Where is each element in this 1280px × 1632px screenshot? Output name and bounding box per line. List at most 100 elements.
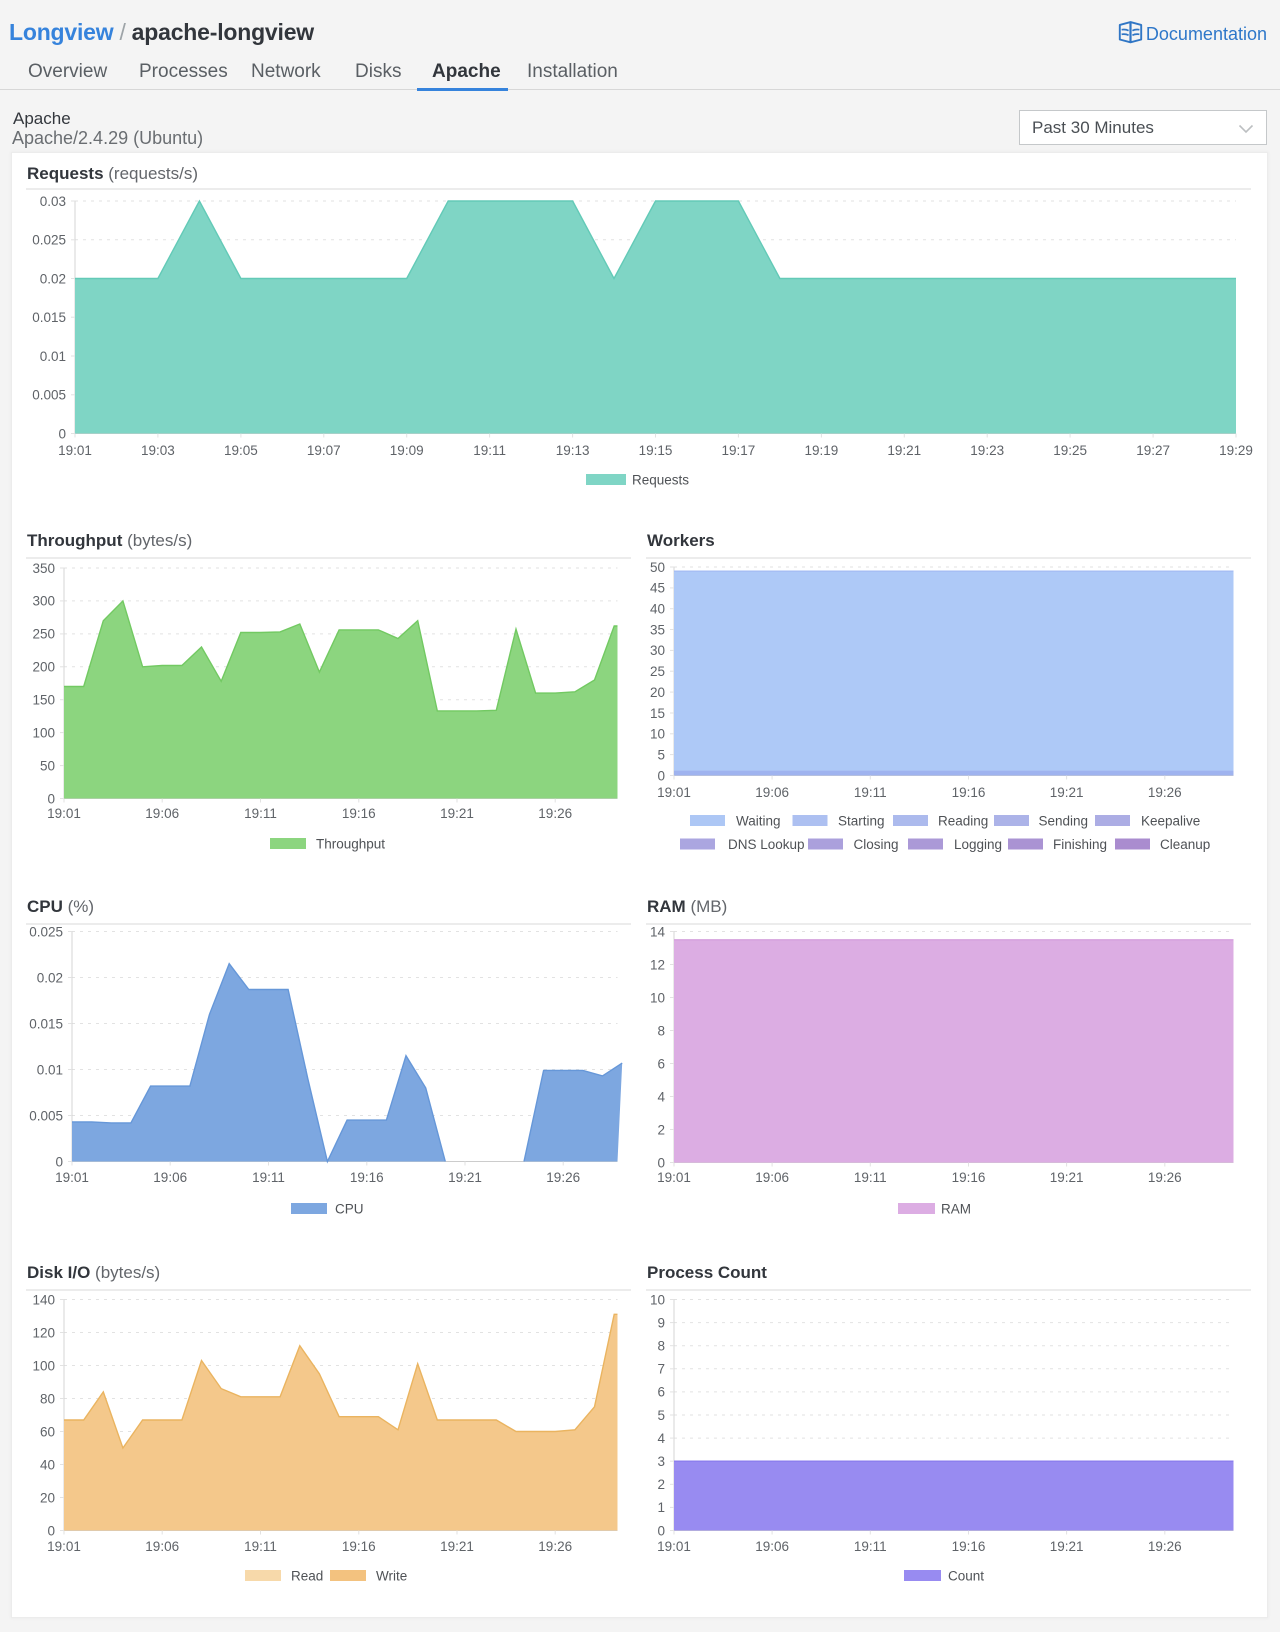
- svg-text:14: 14: [650, 924, 666, 939]
- svg-text:19:11: 19:11: [244, 806, 277, 821]
- svg-text:19:11: 19:11: [252, 1170, 285, 1185]
- svg-text:25: 25: [650, 664, 665, 679]
- svg-text:19:21: 19:21: [440, 1539, 474, 1554]
- svg-text:19:07: 19:07: [307, 443, 341, 458]
- svg-text:12: 12: [650, 957, 665, 972]
- svg-text:2: 2: [657, 1122, 665, 1137]
- svg-text:19:06: 19:06: [755, 785, 789, 800]
- svg-text:0.015: 0.015: [29, 1016, 63, 1031]
- svg-text:Sending: Sending: [1039, 814, 1089, 829]
- svg-text:19:16: 19:16: [952, 785, 986, 800]
- svg-text:19:21: 19:21: [1050, 1170, 1084, 1185]
- svg-text:Logging: Logging: [954, 837, 1002, 852]
- svg-text:5: 5: [657, 747, 665, 762]
- svg-text:0.01: 0.01: [37, 1062, 63, 1077]
- svg-text:6: 6: [657, 1385, 665, 1400]
- svg-text:8: 8: [657, 1023, 665, 1038]
- svg-text:0.005: 0.005: [29, 1108, 63, 1123]
- svg-text:350: 350: [32, 561, 55, 576]
- svg-text:0.005: 0.005: [32, 388, 66, 403]
- svg-text:19:06: 19:06: [145, 806, 179, 821]
- svg-text:0: 0: [657, 1155, 665, 1170]
- svg-text:100: 100: [32, 725, 55, 740]
- svg-text:35: 35: [650, 622, 665, 637]
- svg-text:0.025: 0.025: [32, 233, 66, 248]
- svg-text:0.02: 0.02: [37, 970, 63, 985]
- svg-text:19:16: 19:16: [952, 1539, 986, 1554]
- svg-text:19:21: 19:21: [1050, 785, 1084, 800]
- svg-text:0: 0: [58, 426, 66, 441]
- svg-text:19:16: 19:16: [342, 1539, 376, 1554]
- svg-text:200: 200: [32, 660, 55, 675]
- svg-text:7: 7: [657, 1362, 665, 1377]
- svg-text:10: 10: [650, 1292, 665, 1307]
- svg-text:40: 40: [650, 602, 665, 617]
- svg-text:Requests: Requests: [632, 473, 689, 488]
- svg-text:19:01: 19:01: [657, 785, 691, 800]
- svg-text:19:21: 19:21: [448, 1170, 482, 1185]
- svg-text:19:26: 19:26: [546, 1170, 580, 1185]
- svg-text:140: 140: [32, 1292, 55, 1307]
- svg-text:19:11: 19:11: [854, 1170, 887, 1185]
- svg-text:0.01: 0.01: [40, 349, 66, 364]
- svg-text:3: 3: [657, 1454, 665, 1469]
- svg-text:45: 45: [650, 581, 665, 596]
- svg-text:19:29: 19:29: [1219, 443, 1253, 458]
- svg-text:6: 6: [657, 1056, 665, 1071]
- svg-text:50: 50: [650, 560, 665, 575]
- svg-text:Disk I/O (bytes/s): Disk I/O (bytes/s): [27, 1263, 160, 1282]
- svg-text:0: 0: [657, 768, 665, 783]
- svg-text:19:26: 19:26: [1148, 1539, 1182, 1554]
- svg-text:19:01: 19:01: [47, 1539, 81, 1554]
- svg-text:Cleanup: Cleanup: [1160, 837, 1210, 852]
- svg-text:0: 0: [55, 1154, 63, 1169]
- svg-text:40: 40: [40, 1457, 55, 1472]
- svg-text:Finishing: Finishing: [1053, 837, 1107, 852]
- svg-text:Keepalive: Keepalive: [1141, 814, 1200, 829]
- svg-text:19:21: 19:21: [440, 806, 474, 821]
- svg-text:Read: Read: [291, 1569, 323, 1584]
- svg-text:DNS Lookup: DNS Lookup: [728, 837, 805, 852]
- svg-text:0: 0: [47, 1523, 55, 1538]
- svg-text:80: 80: [40, 1391, 55, 1406]
- svg-text:5: 5: [657, 1408, 665, 1423]
- svg-text:Throughput (bytes/s): Throughput (bytes/s): [27, 531, 192, 550]
- svg-text:Closing: Closing: [854, 837, 899, 852]
- svg-text:19:19: 19:19: [805, 443, 839, 458]
- svg-text:15: 15: [650, 706, 665, 721]
- svg-text:300: 300: [32, 594, 55, 609]
- svg-text:4: 4: [657, 1431, 665, 1446]
- svg-text:19:26: 19:26: [538, 1539, 572, 1554]
- svg-text:19:26: 19:26: [538, 806, 572, 821]
- svg-text:19:06: 19:06: [755, 1539, 789, 1554]
- svg-text:19:11: 19:11: [854, 785, 887, 800]
- svg-text:0: 0: [657, 1523, 665, 1538]
- svg-text:19:16: 19:16: [350, 1170, 384, 1185]
- svg-text:19:16: 19:16: [952, 1170, 986, 1185]
- svg-text:50: 50: [40, 758, 55, 773]
- svg-text:120: 120: [32, 1325, 55, 1340]
- svg-text:Requests (requests/s): Requests (requests/s): [27, 164, 198, 183]
- svg-text:19:17: 19:17: [722, 443, 756, 458]
- svg-text:19:15: 19:15: [639, 443, 673, 458]
- svg-text:Workers: Workers: [647, 531, 715, 550]
- svg-text:19:03: 19:03: [141, 443, 175, 458]
- svg-text:RAM (MB): RAM (MB): [647, 897, 727, 916]
- svg-text:19:23: 19:23: [970, 443, 1004, 458]
- svg-text:Starting: Starting: [838, 814, 885, 829]
- svg-text:19:01: 19:01: [47, 806, 81, 821]
- svg-text:19:01: 19:01: [55, 1170, 89, 1185]
- svg-text:250: 250: [32, 627, 55, 642]
- svg-text:Reading: Reading: [938, 814, 988, 829]
- svg-text:19:05: 19:05: [224, 443, 258, 458]
- svg-text:0.025: 0.025: [29, 924, 63, 939]
- svg-text:Process Count: Process Count: [647, 1263, 767, 1282]
- svg-text:0: 0: [47, 791, 55, 806]
- svg-text:100: 100: [32, 1358, 55, 1373]
- svg-text:Throughput: Throughput: [316, 837, 385, 852]
- svg-text:CPU: CPU: [335, 1202, 364, 1217]
- svg-text:19:11: 19:11: [473, 443, 506, 458]
- svg-text:19:21: 19:21: [1050, 1539, 1084, 1554]
- svg-text:19:01: 19:01: [58, 443, 92, 458]
- svg-text:19:06: 19:06: [153, 1170, 187, 1185]
